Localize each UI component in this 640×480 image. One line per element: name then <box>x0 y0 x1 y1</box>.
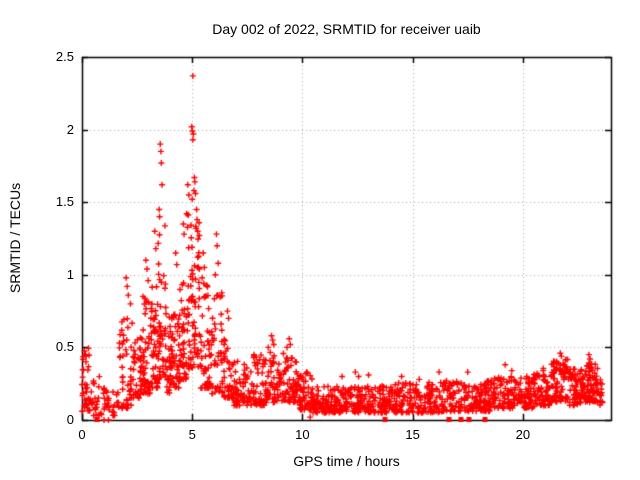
x-axis-label: GPS time / hours <box>293 453 400 469</box>
x-tick-label: 15 <box>405 427 420 442</box>
y-tick-label: 2.5 <box>55 49 74 64</box>
x-tick-label: 5 <box>188 427 196 442</box>
y-tick-label: 1 <box>66 266 74 282</box>
y-tick-label: 0 <box>66 412 74 427</box>
chart-title: Day 002 of 2022, SRMTID for receiver uai… <box>212 21 481 37</box>
y-tick-label: 1.5 <box>55 194 74 210</box>
x-tick-label: 10 <box>295 427 310 442</box>
y-tick-label: 2 <box>66 121 74 137</box>
x-tick-label: 20 <box>515 427 531 442</box>
x-tick-label: 0 <box>78 427 86 442</box>
y-tick-label: 0.5 <box>55 339 74 355</box>
